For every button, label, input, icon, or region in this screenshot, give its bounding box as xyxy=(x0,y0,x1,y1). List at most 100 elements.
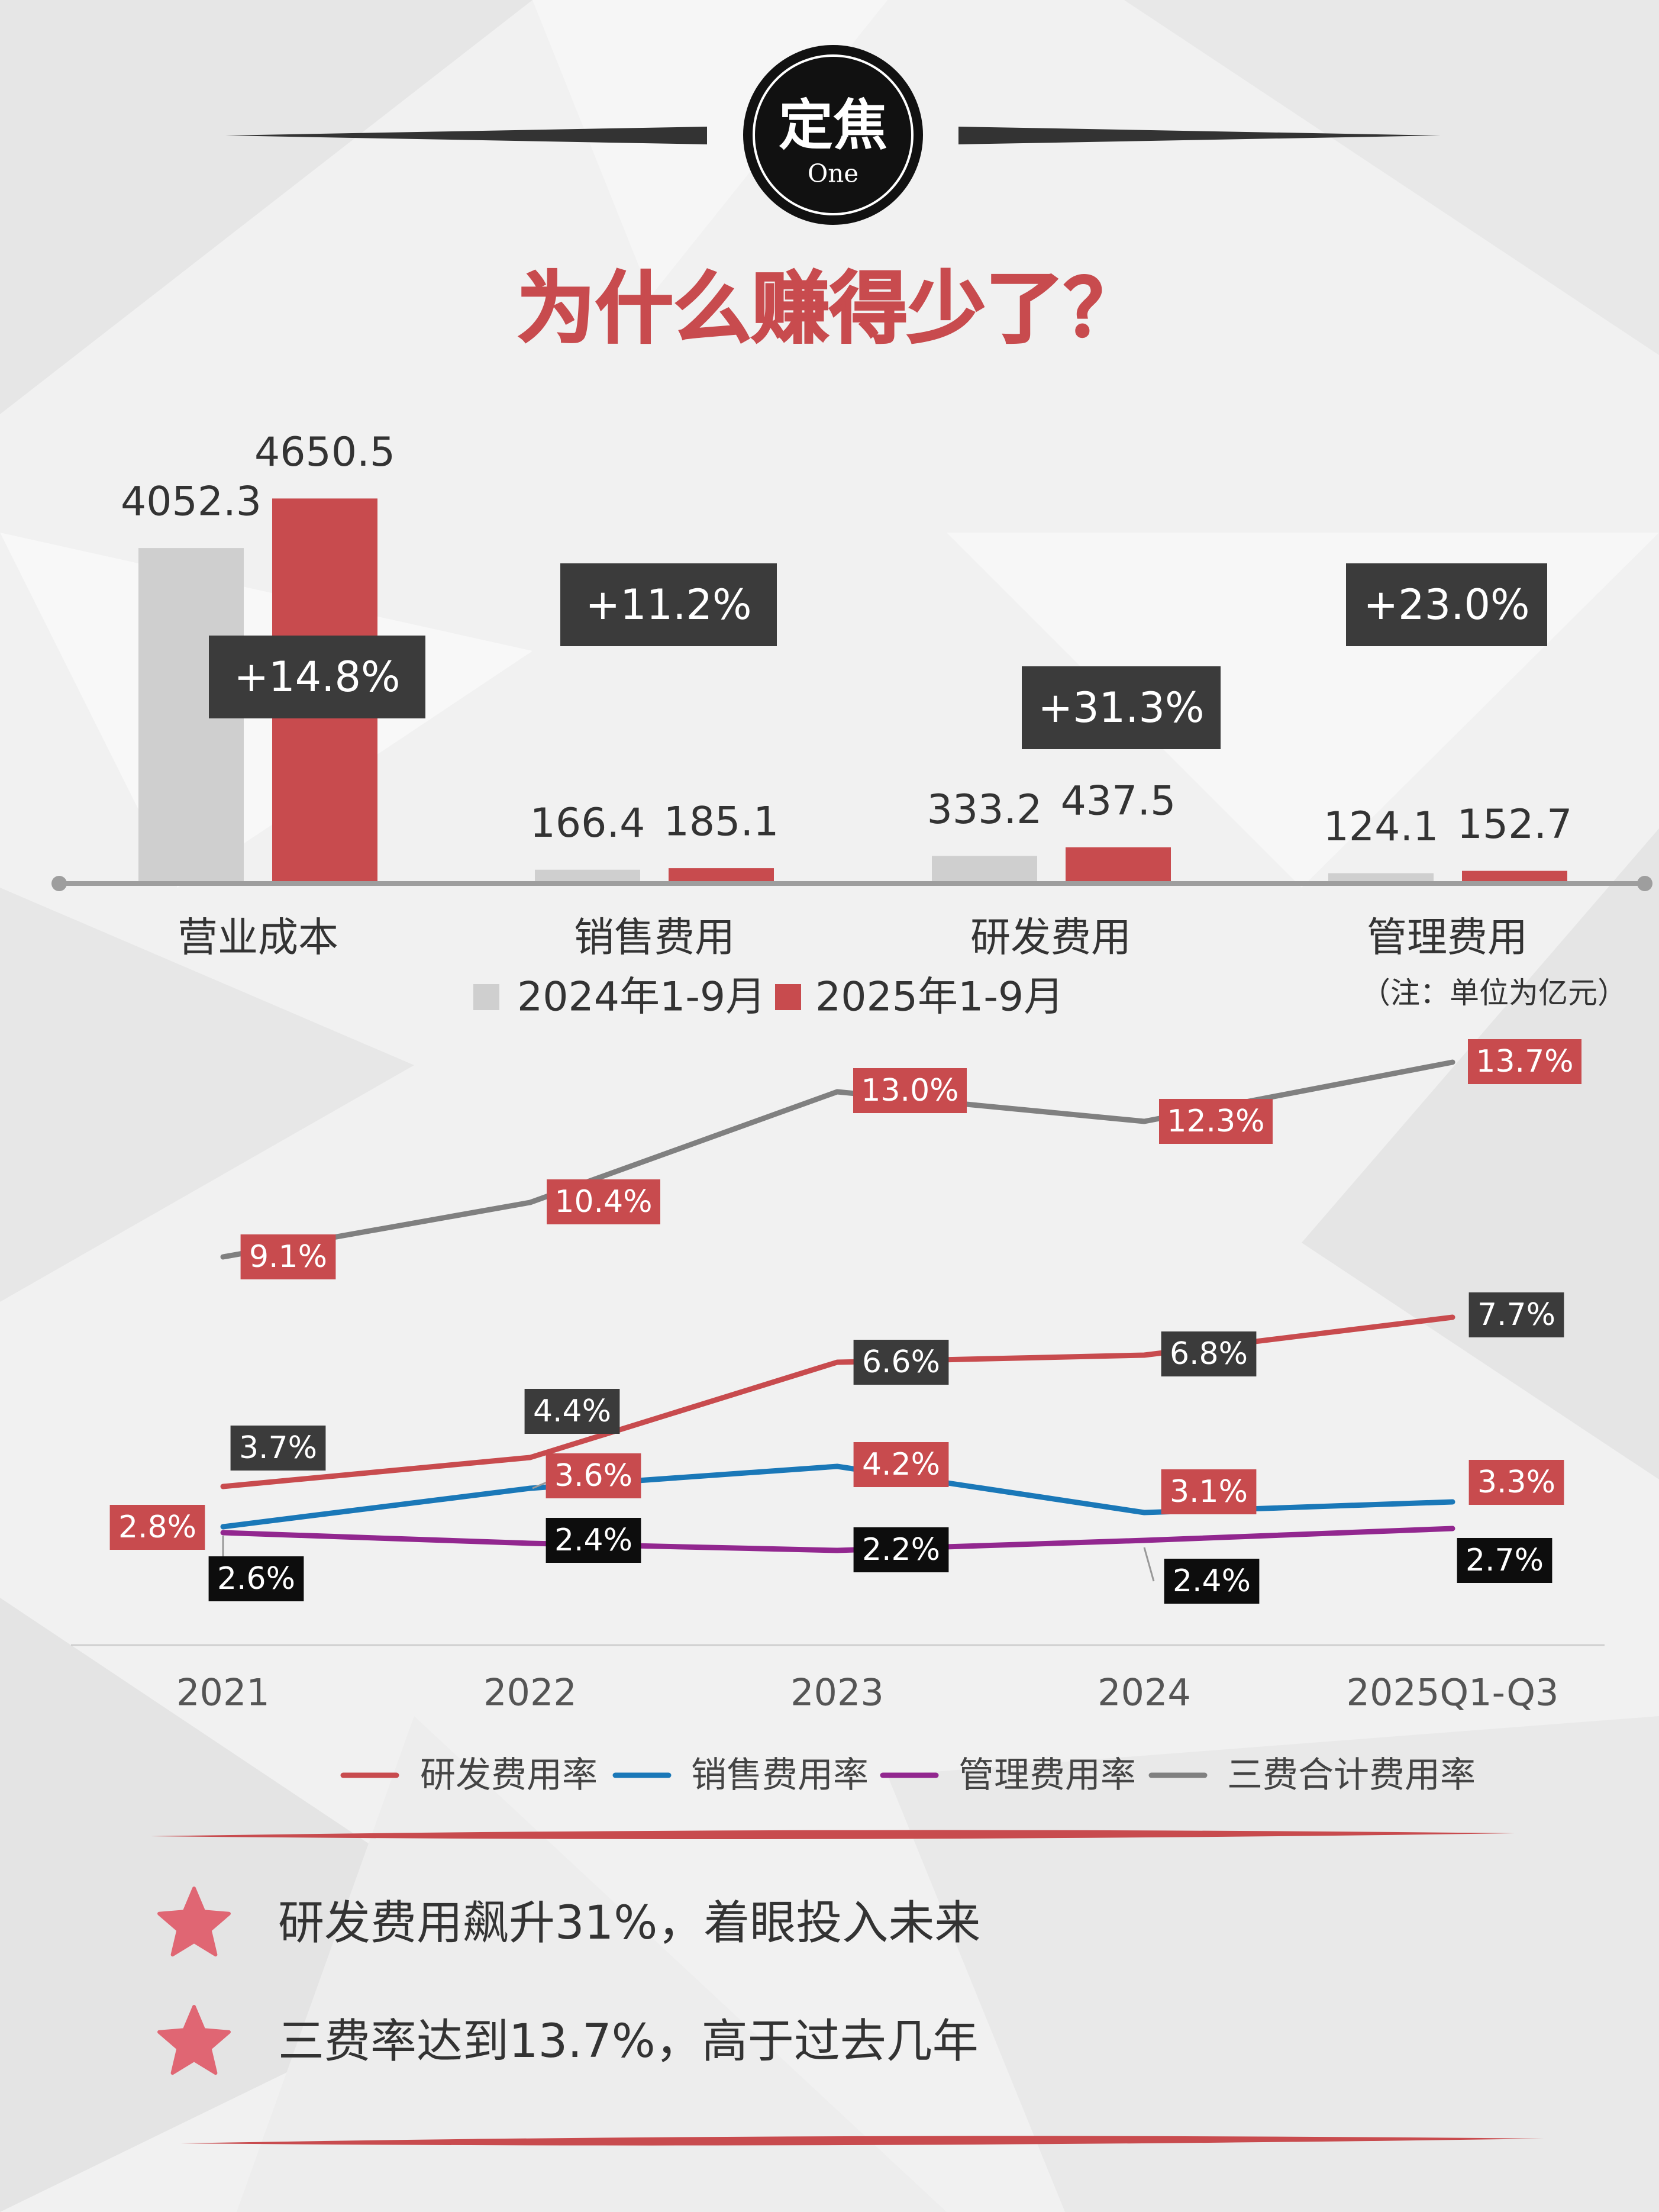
category-label: 管理费用 xyxy=(1367,915,1528,962)
data-label-box xyxy=(1159,1099,1273,1144)
legend-label: 管理费用率 xyxy=(958,1755,1136,1796)
data-label: 13.0% xyxy=(861,1073,958,1108)
data-label: 10.4% xyxy=(554,1184,652,1220)
background-facet xyxy=(887,1716,1659,2212)
background-facet xyxy=(1124,0,1659,355)
data-label-box xyxy=(240,1234,336,1279)
growth-label: +14.8% xyxy=(234,653,400,701)
data-label-box xyxy=(853,1527,949,1572)
growth-box xyxy=(1022,666,1221,749)
takeaway-text: 研发费用飙升31%，着眼投入未来 xyxy=(278,1897,980,1950)
x-tick-label: 2021 xyxy=(176,1671,270,1714)
bar-value-label: 333.2 xyxy=(927,786,1042,833)
data-label: 4.2% xyxy=(862,1447,940,1482)
growth-label: +11.2% xyxy=(585,581,751,629)
data-label: 2.4% xyxy=(554,1523,632,1558)
x-tick-label: 2025Q1-Q3 xyxy=(1347,1671,1559,1714)
label-leader xyxy=(1143,1547,1155,1582)
bar-value-label: 437.5 xyxy=(1061,778,1176,824)
growth-label: +23.0% xyxy=(1363,581,1529,629)
background-facet xyxy=(0,888,414,1302)
category-label: 研发费用 xyxy=(970,915,1131,962)
data-label-box xyxy=(546,1453,641,1498)
data-label: 7.7% xyxy=(1477,1297,1555,1333)
header-rule-left xyxy=(225,127,707,144)
legend-label-2025: 2025年1-9月 xyxy=(815,974,1064,1021)
data-label-box xyxy=(1457,1538,1553,1583)
data-label-box xyxy=(547,1179,660,1224)
badge-title: 定焦 xyxy=(779,94,887,157)
legend-label: 销售费用率 xyxy=(691,1755,869,1796)
bar-axis-end xyxy=(51,876,67,891)
data-label: 13.7% xyxy=(1476,1044,1573,1079)
data-label: 3.6% xyxy=(554,1458,632,1494)
bar-2025 xyxy=(1462,870,1567,883)
brush-divider-bottom xyxy=(180,2136,1544,2146)
bar-value-label: 124.1 xyxy=(1324,804,1439,850)
takeaway-text: 三费率达到13.7%，高于过去几年 xyxy=(278,2015,979,2068)
badge-subtitle: One xyxy=(808,159,858,188)
data-label: 9.1% xyxy=(249,1239,327,1275)
data-label-box xyxy=(853,1442,949,1487)
data-label: 3.3% xyxy=(1477,1465,1555,1500)
data-label-box xyxy=(1468,1460,1564,1505)
bar-axis-end xyxy=(1637,876,1652,891)
data-label: 12.3% xyxy=(1167,1104,1264,1139)
star-icon xyxy=(157,1887,231,1957)
data-label: 2.2% xyxy=(862,1532,940,1568)
background-facet xyxy=(1302,828,1659,1479)
data-label: 2.8% xyxy=(118,1510,196,1545)
data-label-box xyxy=(208,1556,304,1601)
legend-label: 三费合计费用率 xyxy=(1227,1755,1476,1796)
badge-inner-ring xyxy=(753,54,914,215)
background-facet xyxy=(0,1598,532,2212)
bar-value-label: 166.4 xyxy=(530,800,645,847)
data-label-box xyxy=(1468,1039,1581,1084)
bar-2024 xyxy=(932,856,1037,883)
bar-value-label: 4650.5 xyxy=(254,429,395,476)
data-label: 3.7% xyxy=(239,1430,317,1466)
bar-2024 xyxy=(1328,873,1434,883)
data-label-box xyxy=(1161,1331,1257,1376)
growth-label: +31.3% xyxy=(1038,683,1204,732)
data-label: 2.6% xyxy=(217,1561,295,1597)
data-label: 2.7% xyxy=(1466,1543,1544,1578)
x-tick-label: 2023 xyxy=(790,1671,884,1714)
bar-2024 xyxy=(535,869,640,883)
category-label: 营业成本 xyxy=(177,915,338,962)
unit-note: （注：单位为亿元） xyxy=(1361,976,1627,1010)
data-label-box xyxy=(1161,1469,1257,1514)
bar-2025 xyxy=(669,868,774,883)
bar-2025 xyxy=(1066,847,1171,883)
badge-circle xyxy=(743,45,923,225)
header-rule-right xyxy=(958,127,1441,144)
growth-box xyxy=(209,636,425,718)
bar-value-label: 185.1 xyxy=(664,799,779,846)
data-label-box xyxy=(853,1340,949,1385)
data-label-box xyxy=(1468,1292,1564,1337)
data-label: 4.4% xyxy=(533,1394,611,1429)
data-label: 3.1% xyxy=(1170,1474,1248,1510)
data-label: 6.8% xyxy=(1170,1336,1248,1372)
bar-value-label: 4052.3 xyxy=(121,479,262,525)
legend-swatch-2025 xyxy=(775,984,801,1010)
legend-label-2024: 2024年1-9月 xyxy=(517,974,766,1021)
growth-box xyxy=(1346,563,1547,646)
data-label-box xyxy=(1164,1559,1260,1604)
headline: 为什么赚得少了？ xyxy=(517,263,1142,354)
data-label: 6.6% xyxy=(862,1344,940,1380)
background-facet xyxy=(0,0,532,414)
data-label-box xyxy=(524,1389,620,1434)
data-label-box xyxy=(109,1505,205,1550)
background-facet xyxy=(237,1716,947,2212)
line-chart: 3.7% 4.4% 6.6% 6.8% 7.7% 2.6% 3.6% 4.2% 3.1% 3.3%… xyxy=(71,1039,1605,1796)
growth-box xyxy=(560,563,777,646)
x-tick-label: 2024 xyxy=(1098,1671,1191,1714)
category-label: 销售费用 xyxy=(574,915,735,962)
data-label: 2.4% xyxy=(1173,1563,1251,1599)
legend-label: 研发费用率 xyxy=(420,1755,598,1796)
